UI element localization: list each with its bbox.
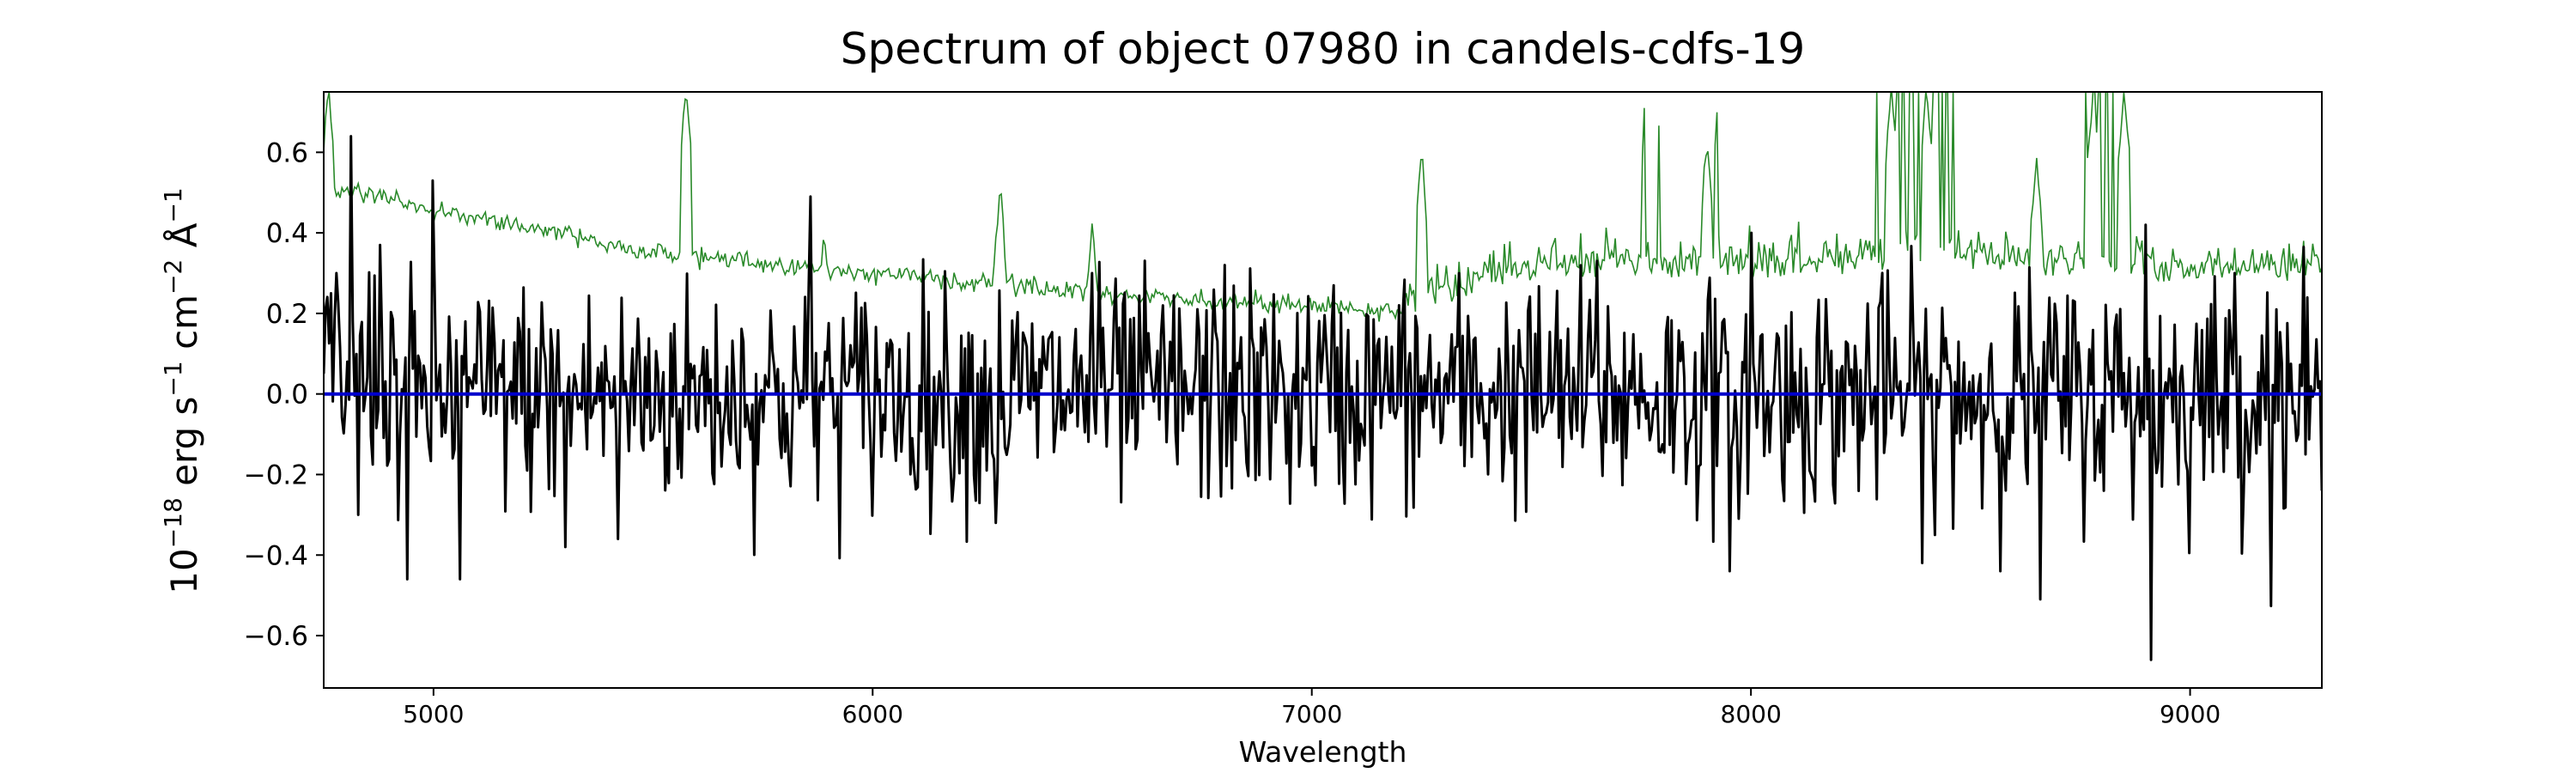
x-tick-label: 5000 bbox=[403, 700, 464, 728]
y-tick-label: −0.2 bbox=[244, 460, 308, 490]
y-tick-label: −0.6 bbox=[244, 621, 308, 652]
y-tick-label: 0.4 bbox=[266, 218, 308, 249]
x-tick-label: 8000 bbox=[1721, 700, 1782, 728]
x-axis: 5000 6000 7000 8000 9000 bbox=[403, 688, 2221, 728]
y-tick-label: 0.2 bbox=[266, 299, 308, 330]
x-tick-label: 9000 bbox=[2160, 700, 2221, 728]
plot-frame bbox=[323, 91, 2323, 689]
y-tick-label: −0.4 bbox=[244, 540, 308, 571]
y-tick-label: 0.6 bbox=[266, 137, 308, 168]
flux-spectrum-line bbox=[324, 135, 2322, 661]
y-axis: −0.6 −0.4 −0.2 0.0 0.2 0.4 0.6 bbox=[244, 137, 324, 652]
y-axis-label: 10−18 erg s−1 cm−2 Å−1 bbox=[159, 187, 205, 594]
y-tick-label: 0.0 bbox=[266, 380, 308, 411]
series-layer bbox=[324, 92, 2322, 661]
x-tick-label: 6000 bbox=[842, 700, 903, 728]
x-axis-label: Wavelength bbox=[1238, 735, 1407, 769]
error-spectrum-line bbox=[324, 92, 2322, 322]
x-tick-label: 7000 bbox=[1281, 700, 1342, 728]
chart-title: Spectrum of object 07980 in candels-cdfs… bbox=[840, 24, 1806, 74]
